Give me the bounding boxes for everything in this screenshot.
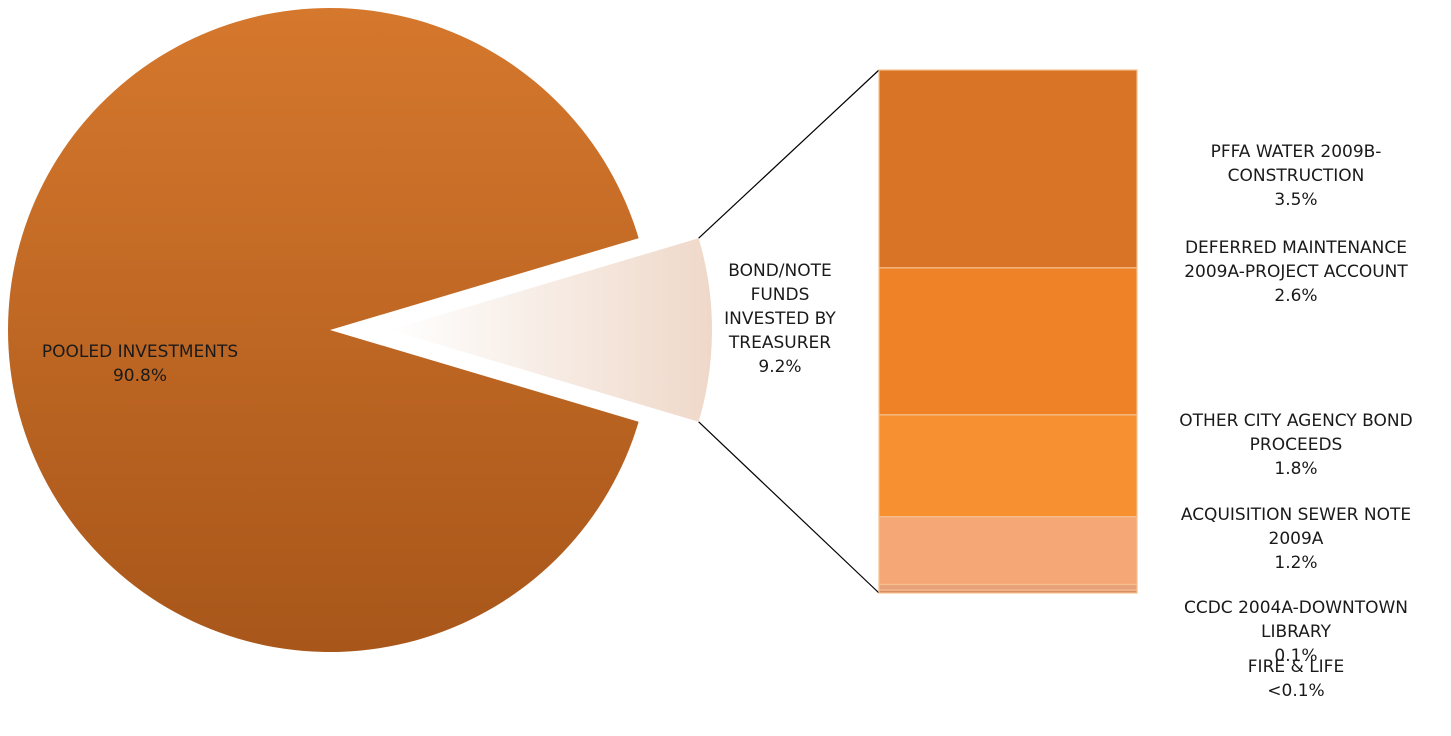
- connector-lines: [698, 69, 880, 594]
- pie-slice-pooled-investments: [8, 8, 639, 652]
- label-bond-note-funds: BOND/NOTE FUNDS INVESTED BY TREASURER 9.2%: [724, 261, 836, 377]
- bar-segment-6: [878, 589, 1138, 594]
- stacked-bar: [878, 69, 1138, 594]
- label-bar-segment-6: FIRE & LIFE <0.1%: [1248, 657, 1344, 701]
- label-bar-segment-1: PFFA WATER 2009B-CONSTRUCTION 3.5%: [1211, 142, 1382, 210]
- pie: [8, 8, 712, 652]
- connector-line-top: [698, 69, 880, 239]
- label-bar-segment-5: CCDC 2004A-DOWNTOWN LIBRARY 0.1%: [1184, 598, 1408, 666]
- label-bar-segment-2: DEFERRED MAINTENANCE 2009A-PROJECT ACCOUN…: [1184, 238, 1408, 306]
- connector-line-bottom: [698, 421, 880, 594]
- label-bar-segment-3: OTHER CITY AGENCY BOND PROCEEDS 1.8%: [1179, 411, 1412, 479]
- label-pooled-investments: POOLED INVESTMENTS 90.8%: [42, 342, 238, 386]
- bar-segment-1: [878, 69, 1138, 269]
- bar-segment-2: [878, 267, 1138, 416]
- data-labels: POOLED INVESTMENTS 90.8% BOND/NOTE FUNDS INV…: [42, 142, 1413, 701]
- bar-segment-5: [878, 583, 1138, 591]
- bar-segment-3: [878, 414, 1138, 518]
- bar-segment-4: [878, 516, 1138, 586]
- pie-slice-bond-note-funds: [390, 238, 712, 422]
- label-bar-segment-4: ACQUISITION SEWER NOTE 2009A 1.2%: [1181, 505, 1411, 573]
